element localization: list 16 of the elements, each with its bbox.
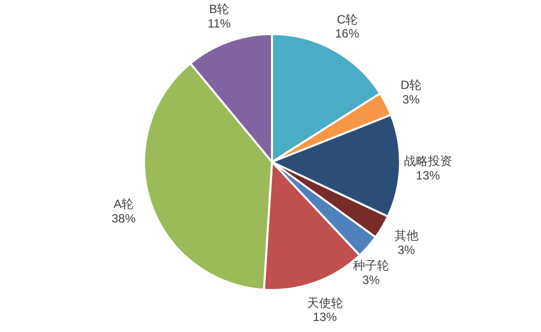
data-label: 13% — [312, 310, 338, 324]
data-label: 16% — [335, 26, 360, 41]
data-label: 11% — [208, 16, 232, 31]
slice-label: 种子轮 — [353, 258, 390, 272]
slice-label: C轮 — [336, 12, 358, 26]
data-label: 13% — [416, 168, 440, 182]
slice-label: 天使轮 — [306, 296, 343, 310]
slice-label: B轮 — [209, 2, 230, 16]
slice-label: 战略投资 — [404, 154, 452, 168]
data-label: 3% — [402, 92, 420, 107]
slice-label: 其他 — [394, 228, 418, 242]
data-label: 38% — [112, 212, 136, 226]
data-label: 3% — [398, 242, 416, 257]
slice-label: D轮 — [400, 78, 422, 92]
data-label: 3% — [362, 272, 380, 287]
slice-label: A轮 — [114, 197, 134, 212]
